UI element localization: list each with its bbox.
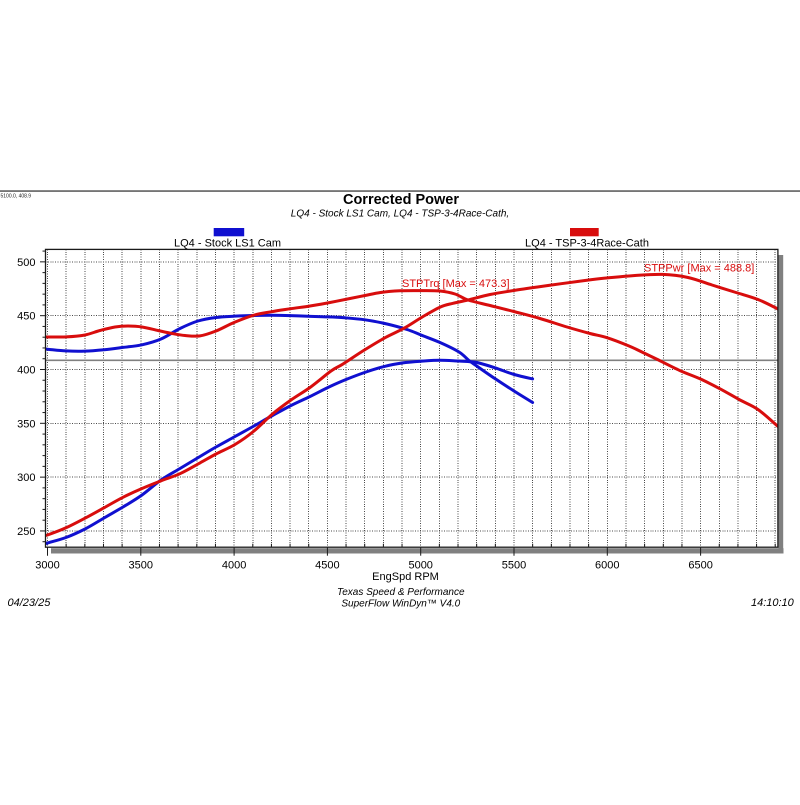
svg-text:LQ4 - Stock LS1 Cam: LQ4 - Stock LS1 Cam <box>174 237 281 249</box>
svg-text:Texas Speed & Performance: Texas Speed & Performance <box>337 587 465 598</box>
svg-text:LQ4 - Stock LS1 Cam, LQ4 - TSP: LQ4 - Stock LS1 Cam, LQ4 - TSP-3-4Race-C… <box>291 209 509 220</box>
svg-text:350: 350 <box>17 418 35 430</box>
svg-text:400: 400 <box>17 365 35 377</box>
svg-text:3500: 3500 <box>129 560 153 572</box>
svg-text:EngSpd RPM: EngSpd RPM <box>372 571 439 583</box>
svg-text:4000: 4000 <box>222 560 246 572</box>
svg-text:04/23/25: 04/23/25 <box>8 597 52 609</box>
svg-text:5100.0, 408.9: 5100.0, 408.9 <box>1 194 32 200</box>
svg-text:STPPwr [Max = 488.8]: STPPwr [Max = 488.8] <box>644 262 754 274</box>
svg-text:450: 450 <box>17 311 35 323</box>
svg-text:500: 500 <box>17 257 35 269</box>
svg-text:3000: 3000 <box>35 560 59 572</box>
svg-text:LQ4 - TSP-3-4Race-Cath: LQ4 - TSP-3-4Race-Cath <box>525 237 649 249</box>
svg-text:250: 250 <box>17 526 35 538</box>
svg-text:300: 300 <box>17 472 35 484</box>
svg-text:5500: 5500 <box>502 560 526 572</box>
svg-text:6000: 6000 <box>595 560 619 572</box>
svg-text:Corrected Power: Corrected Power <box>343 192 459 208</box>
svg-text:4500: 4500 <box>315 560 339 572</box>
svg-text:5000: 5000 <box>408 560 432 572</box>
svg-text:STPTrq [Max = 473.3]: STPTrq [Max = 473.3] <box>402 278 510 290</box>
svg-text:SuperFlow WinDyn™ V4.0: SuperFlow WinDyn™ V4.0 <box>341 598 460 609</box>
svg-text:6500: 6500 <box>688 560 712 572</box>
svg-text:14:10:10: 14:10:10 <box>751 597 795 609</box>
